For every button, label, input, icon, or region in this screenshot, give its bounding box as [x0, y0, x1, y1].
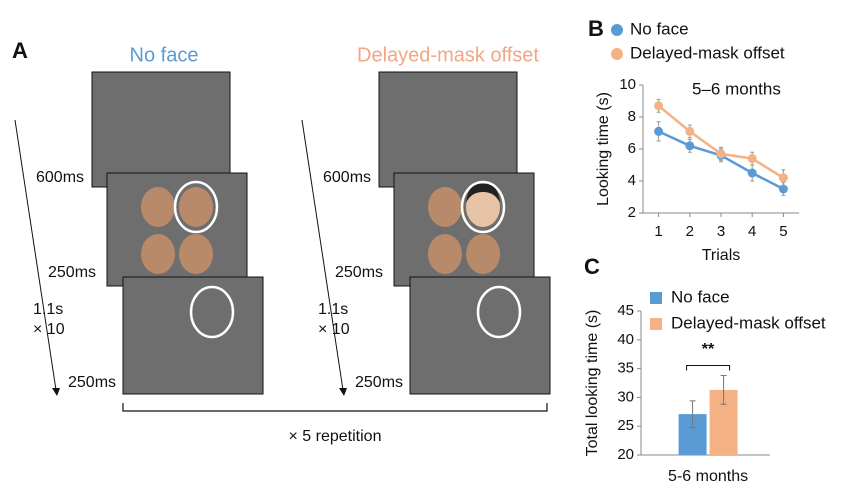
face-mask: [466, 234, 500, 274]
annotation: **: [702, 341, 715, 358]
screen: [410, 277, 550, 394]
point: [654, 101, 663, 110]
y-tick-label: 4: [628, 172, 636, 189]
time-arrow: [15, 120, 56, 390]
y-tick-label: 20: [617, 446, 634, 463]
legend-label: No face: [671, 287, 730, 306]
panel-label: B: [588, 16, 604, 41]
x-tick-label: 1: [654, 223, 662, 240]
screen: [394, 173, 534, 286]
screen: [379, 72, 517, 187]
screen: [107, 173, 247, 286]
y-tick-label: 10: [619, 76, 636, 93]
x-tick-label: 4: [748, 223, 756, 240]
trial-duration: 1.1s: [33, 301, 63, 318]
y-tick-label: 30: [617, 388, 634, 405]
duration: 250ms: [355, 374, 403, 391]
trial-sequence: Delayed-mask offset 600ms 250ms 250ms 1.…: [302, 44, 550, 396]
y-axis-label: Total looking time (s): [584, 310, 601, 457]
panel-label: A: [12, 38, 28, 63]
series-line: [659, 106, 784, 178]
trial-repeat: × 10: [33, 321, 65, 338]
condition-title: Delayed-mask offset: [357, 44, 539, 66]
screen: [123, 277, 263, 394]
trial-duration: 1.1s: [318, 301, 348, 318]
face-mask: [428, 187, 462, 227]
y-tick-label: 25: [617, 417, 634, 434]
time-arrow: [302, 120, 343, 390]
point: [685, 141, 694, 150]
figure: A B C No face 600ms 250ms 250ms 1.1s × 1…: [0, 0, 847, 485]
trial-repeat: × 10: [318, 321, 350, 338]
panel-label: C: [584, 254, 600, 279]
legend-marker: [611, 24, 623, 36]
point: [748, 169, 757, 178]
legend-label: No face: [630, 19, 689, 38]
point: [748, 154, 757, 163]
y-tick-label: 2: [628, 204, 636, 221]
y-tick-label: 40: [617, 331, 634, 348]
legend-label: Delayed-mask offset: [671, 313, 826, 332]
arrow-head: [52, 388, 60, 396]
repeat-bracket: [123, 403, 547, 411]
x-axis-label: Trials: [702, 247, 741, 264]
y-tick-label: 6: [628, 140, 636, 157]
duration: 250ms: [335, 264, 383, 281]
point: [779, 173, 788, 182]
x-tick-label: 5-6 months: [668, 468, 748, 485]
face-mask: [179, 187, 213, 227]
legend-marker: [650, 292, 662, 304]
significance-bracket: [687, 366, 730, 371]
face-mask: [428, 234, 462, 274]
legend-label: Delayed-mask offset: [630, 43, 785, 62]
y-tick-label: 35: [617, 360, 634, 377]
face-mask: [141, 187, 175, 227]
point: [685, 127, 694, 136]
y-tick-label: 45: [617, 302, 634, 319]
face-mask: [141, 234, 175, 274]
condition-title: No face: [130, 44, 199, 66]
annotation: 5–6 months: [692, 79, 781, 98]
face-mask: [179, 234, 213, 274]
trial-sequence: No face 600ms 250ms 250ms 1.1s × 10: [15, 44, 263, 396]
duration: 250ms: [48, 264, 96, 281]
duration: 600ms: [36, 169, 84, 186]
duration: 250ms: [68, 374, 116, 391]
y-tick-label: 8: [628, 108, 636, 125]
legend-marker: [650, 318, 662, 330]
screen: [92, 72, 230, 187]
x-tick-label: 5: [779, 223, 787, 240]
point: [717, 149, 726, 158]
repeat-label: × 5 repetition: [289, 428, 382, 445]
duration: 600ms: [323, 169, 371, 186]
x-tick-label: 2: [686, 223, 694, 240]
arrow-head: [339, 388, 347, 396]
x-tick-label: 3: [717, 223, 725, 240]
point: [654, 127, 663, 136]
legend-marker: [611, 48, 623, 60]
y-axis-label: Looking time (s): [595, 92, 612, 206]
